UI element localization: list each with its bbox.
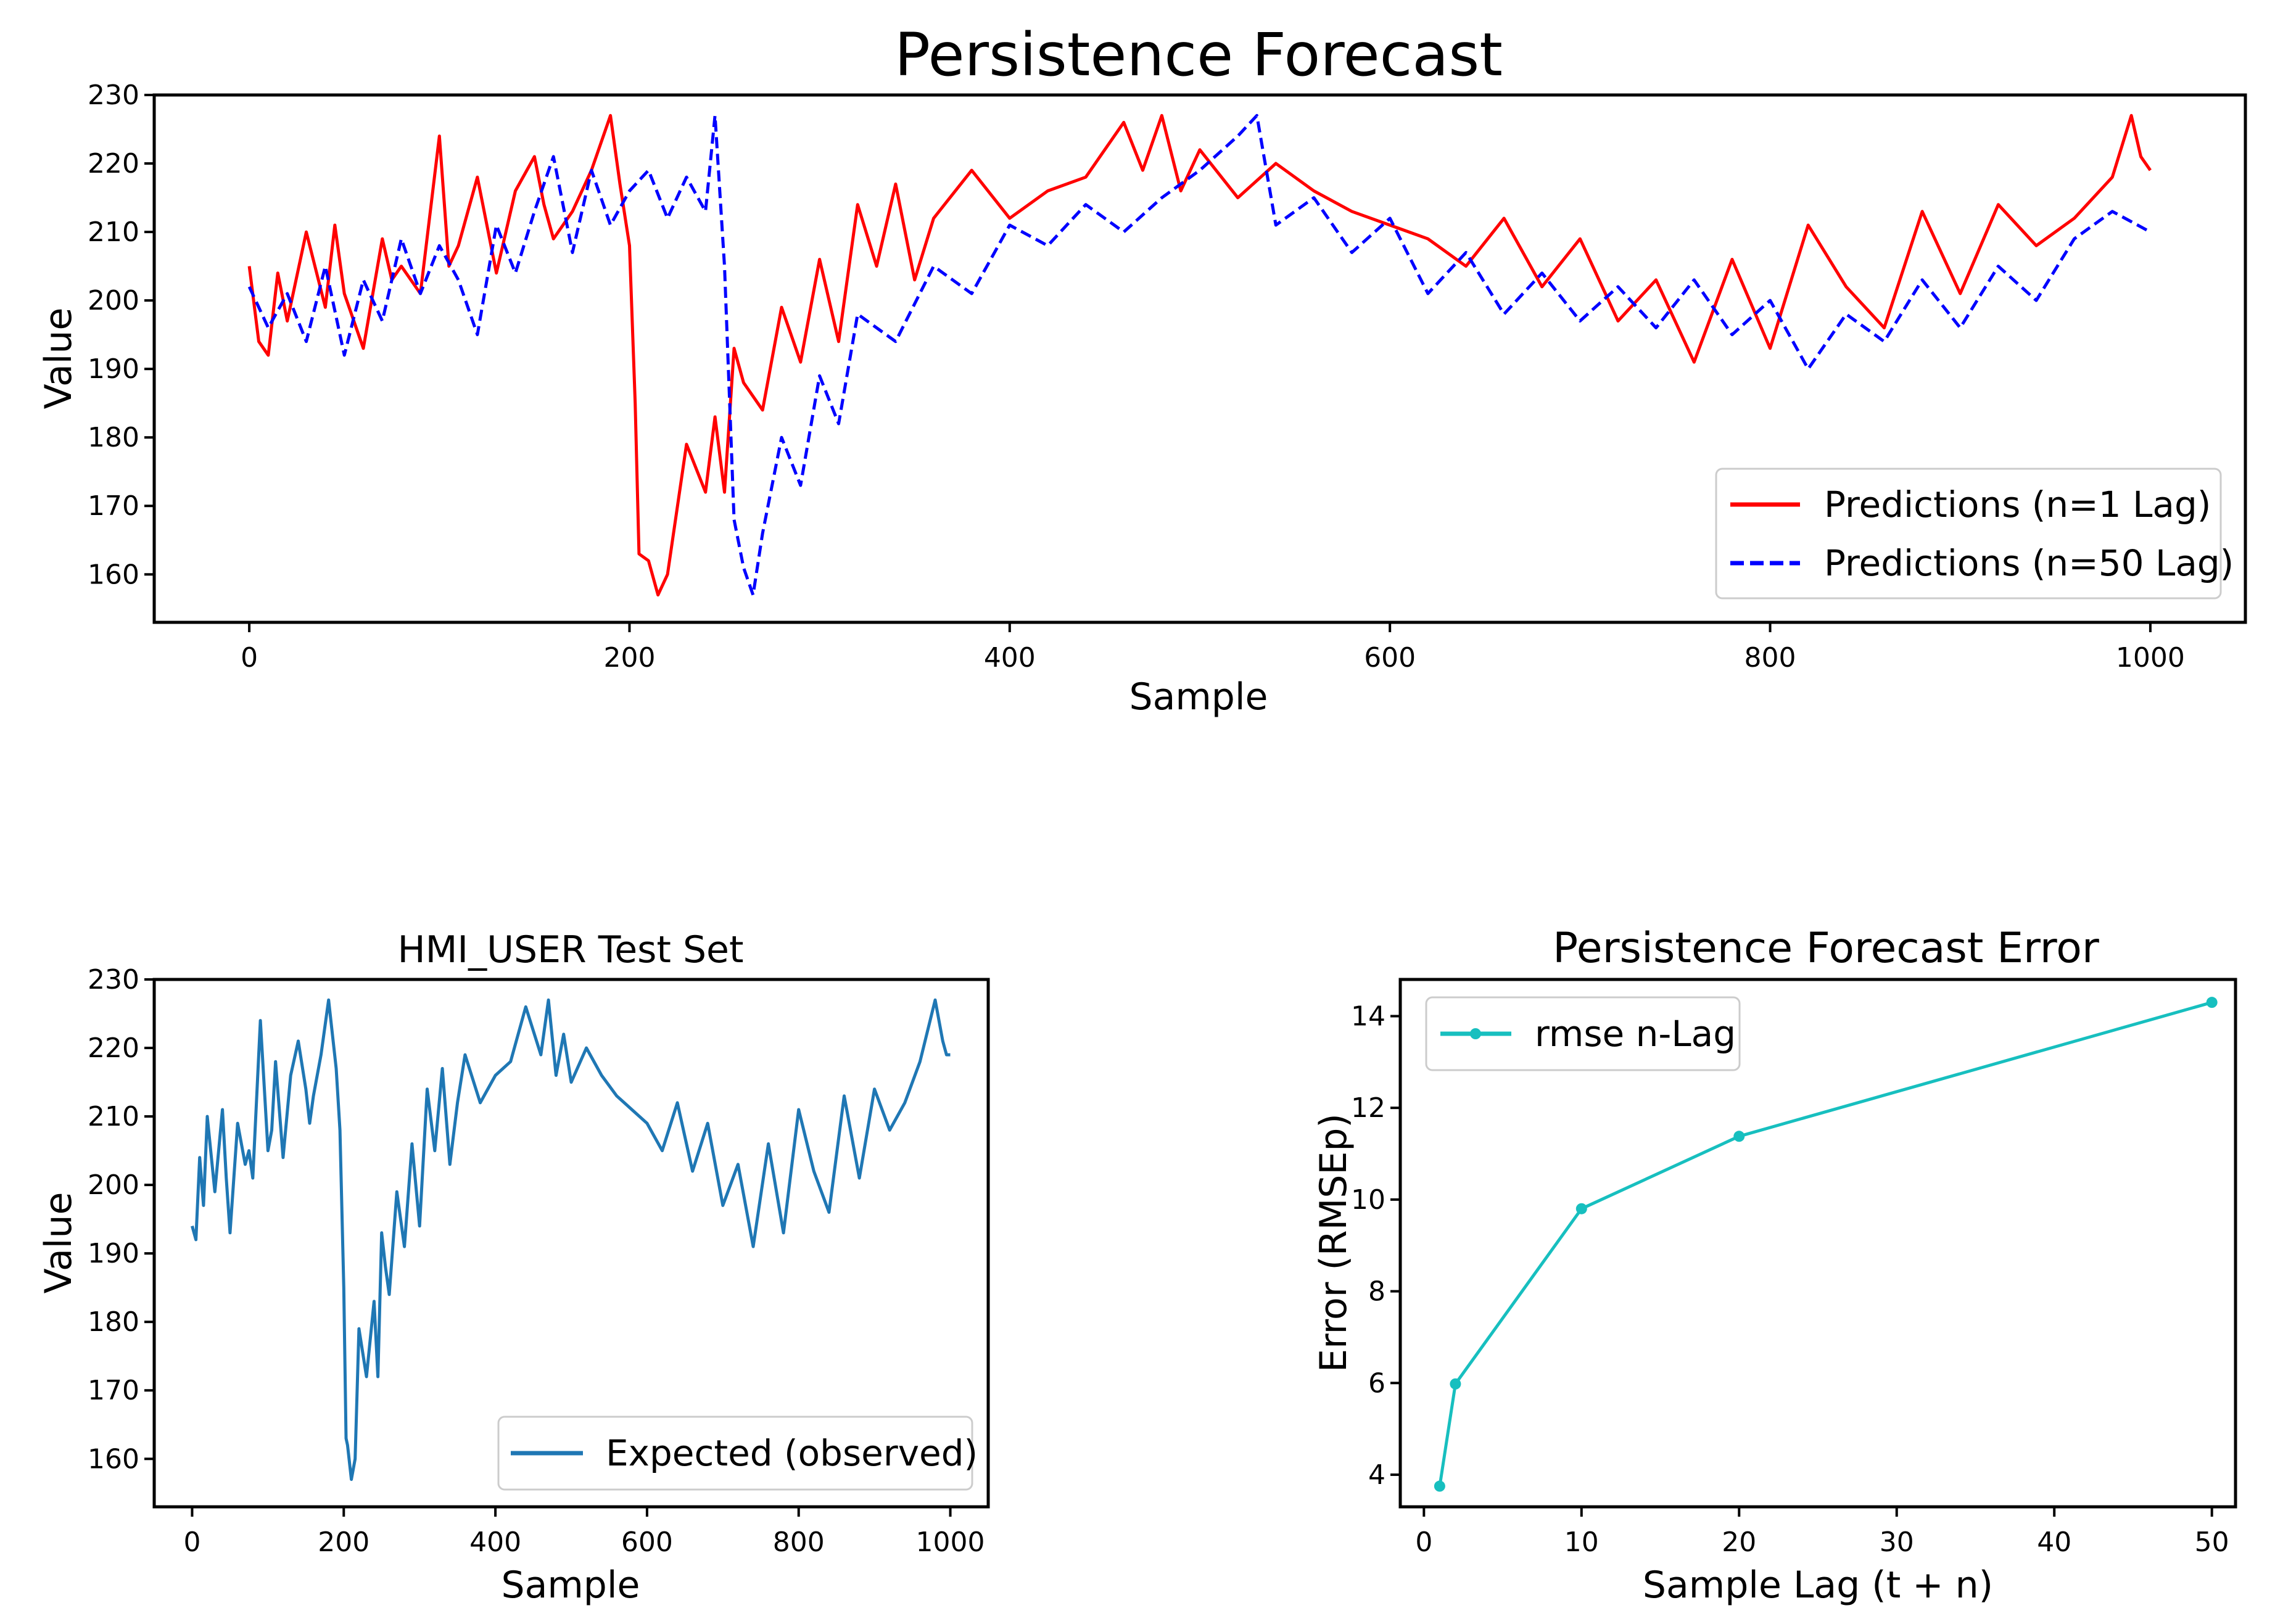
series-line-2 [247,113,2152,597]
y-axis-ticks: 160 170 180 190 200 210 220 230 [88,80,154,590]
legend-box [1425,996,1741,1071]
legend: rmse n-Lag [1425,996,1741,1071]
y-tick-label: 14 [1351,1000,1385,1032]
y-axis-ticks: 160 170 180 190 200 210 220 230 [88,964,154,1475]
legend-label-expected: Expected (observed) [606,1432,978,1474]
x-tick-label: 1000 [916,1527,985,1558]
x-tick-label: 600 [1364,642,1416,674]
y-tick-label: 12 [1351,1092,1385,1124]
x-tick-label: 0 [241,642,258,674]
x-tick-label: 0 [183,1527,200,1558]
plot-frame [152,93,2247,624]
data-point [1450,1378,1461,1390]
legend: Predictions (n=1 Lag) Predictions (n=50 … [1715,468,2234,600]
y-axis-label: Error (RMSEp) [1312,1113,1355,1372]
x-axis-label: Sample [1129,675,1268,719]
x-axis-ticks: 0 10 20 30 40 50 [1415,1507,2229,1558]
x-tick-label: 30 [1880,1527,1914,1558]
y-axis-ticks: 4 6 8 10 12 14 [1351,1000,1400,1491]
plot-area [191,998,951,1482]
x-tick-label: 800 [773,1527,825,1558]
data-point [2206,997,2218,1008]
x-tick-label: 10 [1564,1527,1599,1558]
y-tick-label: 200 [88,285,139,316]
y-tick-label: 200 [88,1169,139,1201]
plot-area [247,113,2152,597]
plot-area [1434,997,2218,1492]
x-tick-label: 200 [318,1527,370,1558]
x-tick-label: 800 [1744,642,1796,674]
series-line-1 [247,113,2152,597]
y-axis-label: Value [37,308,80,410]
chart-title: Persistence Forecast [894,20,1503,89]
chart-title: Persistence Forecast Error [1553,924,2099,973]
y-tick-label: 4 [1368,1459,1385,1491]
y-tick-label: 190 [88,353,139,385]
x-axis-label: Sample [502,1564,640,1607]
x-tick-label: 600 [621,1527,673,1558]
y-tick-label: 160 [88,1443,139,1475]
y-tick-label: 8 [1368,1276,1385,1308]
y-tick-label: 6 [1368,1367,1385,1399]
x-axis-label: Sample Lag (t + n) [1643,1564,1993,1607]
x-axis-ticks: 0 200 400 600 800 1000 [183,1507,985,1558]
persistence-forecast-error-chart: Persistence Forecast Error 0 10 20 30 40 50 4… [1312,924,2237,1607]
series-line-1 [191,998,951,1482]
y-tick-label: 180 [88,1306,139,1338]
data-point [1434,1480,1445,1492]
y-axis-label: Value [37,1192,80,1294]
y-tick-label: 230 [88,80,139,111]
y-tick-label: 220 [88,1033,139,1064]
y-tick-label: 10 [1351,1184,1385,1216]
y-tick-label: 190 [88,1238,139,1269]
x-tick-label: 200 [603,642,655,674]
legend-box [497,1416,973,1491]
legend: Expected (observed) [497,1416,978,1491]
y-tick-label: 210 [88,1101,139,1132]
y-tick-label: 170 [88,1375,139,1406]
y-tick-label: 210 [88,216,139,248]
plot-frame [1398,978,2237,1509]
plot-frame [152,978,990,1509]
x-tick-label: 400 [469,1527,521,1558]
chart-title: HMI_USER Test Set [397,928,743,971]
y-tick-label: 180 [88,422,139,453]
legend-box [1715,468,2222,600]
x-tick-label: 0 [1415,1527,1432,1558]
y-tick-label: 220 [88,148,139,179]
x-tick-label: 20 [1722,1527,1756,1558]
x-tick-label: 1000 [2116,642,2185,674]
legend-label-rmse: rmse n-Lag [1535,1013,1736,1055]
y-tick-label: 230 [88,964,139,995]
x-tick-label: 400 [984,642,1036,674]
legend-label-n50: Predictions (n=50 Lag) [1824,542,2234,584]
x-tick-label: 50 [2195,1527,2229,1558]
hmi-user-test-set-chart: HMI_USER Test Set 0 200 400 600 800 1000 1601… [37,928,990,1607]
legend-label-n1: Predictions (n=1 Lag) [1824,484,2211,526]
y-tick-label: 170 [88,490,139,522]
legend-marker-rmse [1470,1028,1481,1039]
y-tick-label: 160 [88,559,139,590]
data-point [1575,1203,1587,1214]
x-axis-ticks: 0 200 400 600 800 1000 [241,622,2185,674]
x-tick-label: 40 [2037,1527,2071,1558]
persistence-forecast-chart: Persistence Forecast 0 200 400 600 800 1000 1… [37,20,2247,719]
data-point [1733,1131,1745,1142]
